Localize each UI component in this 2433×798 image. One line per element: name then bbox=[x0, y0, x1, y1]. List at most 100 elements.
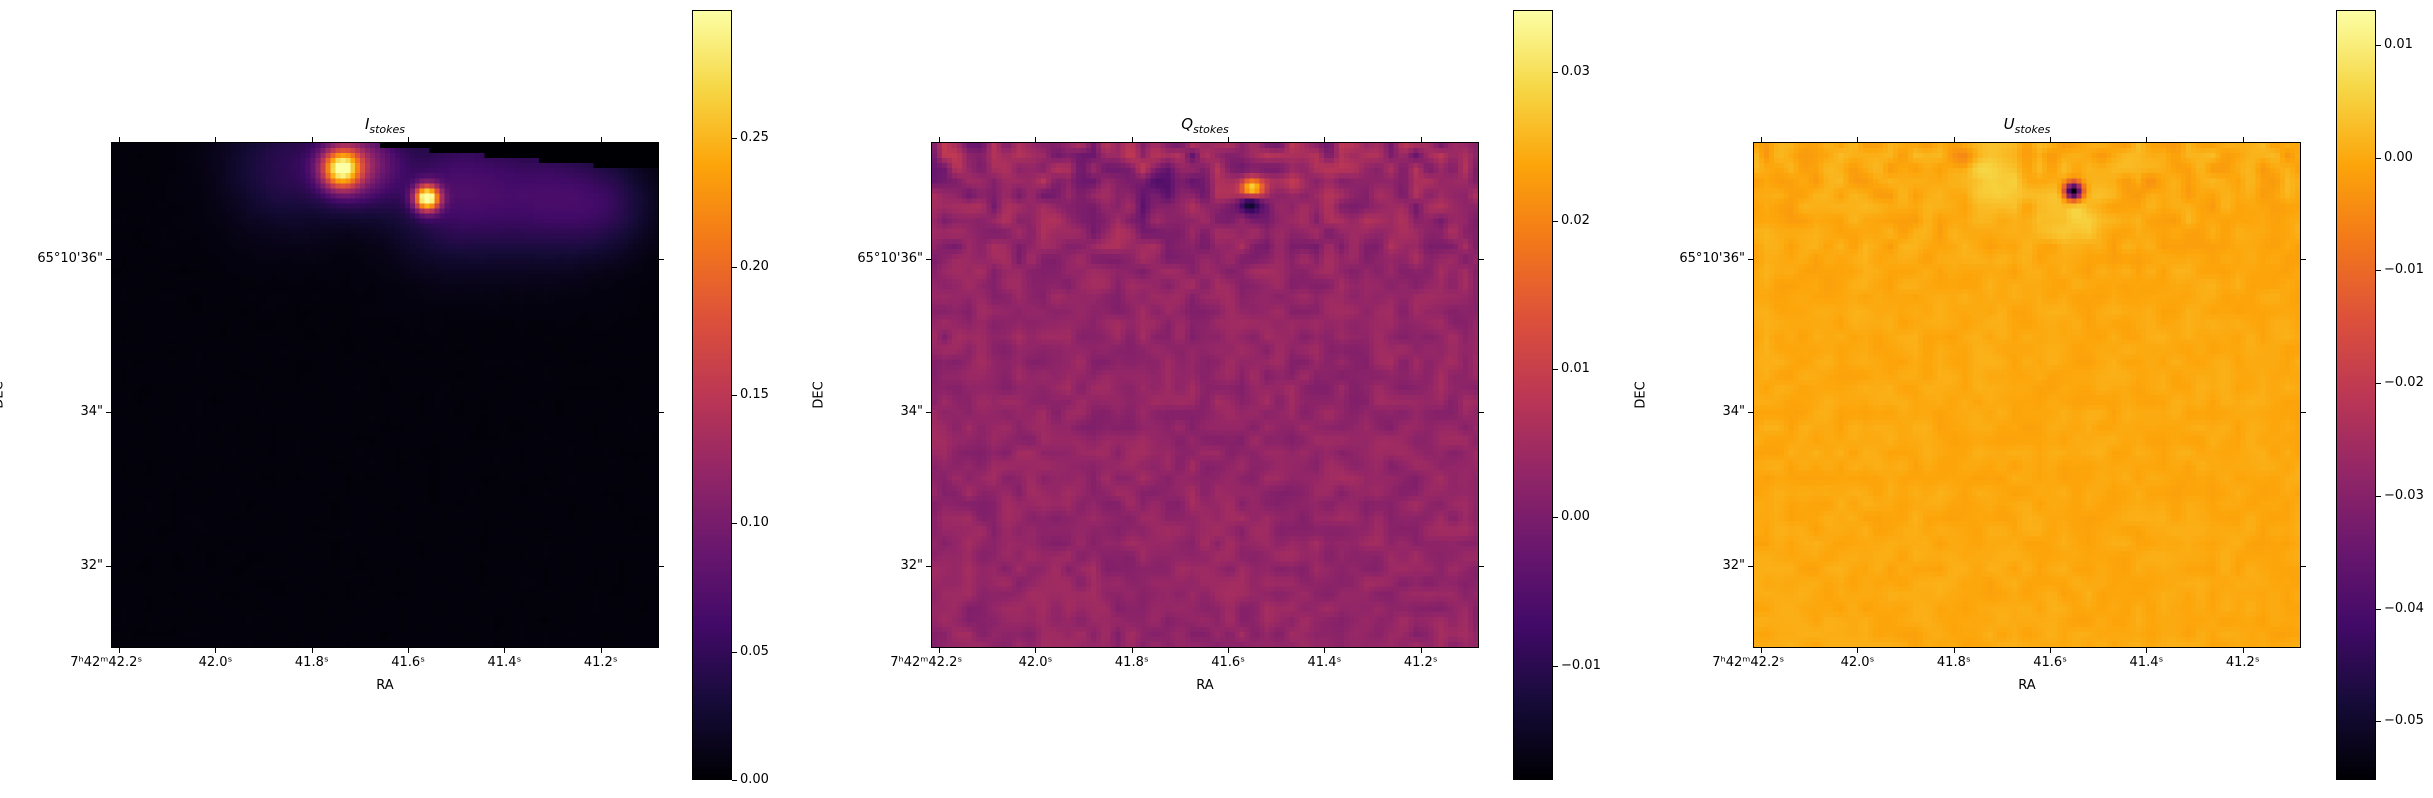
x-tick-bottom bbox=[1228, 648, 1230, 653]
x-axis-label: RA bbox=[1196, 678, 1214, 693]
y-tick-label: 34" bbox=[900, 404, 923, 420]
x-tick-top bbox=[1228, 137, 1230, 142]
y-axis-label: DEC bbox=[811, 381, 827, 409]
colorbar bbox=[692, 10, 732, 780]
title-main: U bbox=[2003, 115, 2015, 133]
y-tick-left bbox=[926, 412, 931, 414]
colorbar-tick-label: −0.04 bbox=[2384, 600, 2424, 616]
y-tick-label: 34" bbox=[80, 404, 103, 420]
colorbar-tick bbox=[2376, 44, 2381, 46]
title-subscript: stokes bbox=[1193, 123, 1229, 136]
colorbar-tick-label: 0.00 bbox=[740, 772, 769, 787]
x-tick-top bbox=[215, 137, 217, 142]
colorbar-tick bbox=[732, 266, 737, 268]
x-tick-label: 41.6ˢ bbox=[2033, 655, 2068, 670]
colorbar-tick bbox=[1553, 517, 1558, 519]
x-tick-label: 41.8ˢ bbox=[1114, 655, 1149, 670]
colorbar-tick-label: 0.25 bbox=[740, 130, 769, 146]
colorbar-tick-label: 0.20 bbox=[740, 258, 769, 274]
x-tick-label: 42.0ˢ bbox=[198, 655, 233, 670]
colorbar-tick-label: −0.05 bbox=[2384, 713, 2424, 729]
title-subscript: stokes bbox=[369, 123, 406, 136]
colorbar-tick bbox=[1553, 665, 1558, 667]
x-tick-bottom bbox=[311, 648, 313, 653]
chart-title: Istokes bbox=[365, 115, 405, 136]
colorbar-tick-label: 0.02 bbox=[1561, 212, 1590, 228]
x-tick-top bbox=[600, 137, 602, 142]
y-tick-left bbox=[1748, 412, 1753, 414]
y-tick-right bbox=[2301, 258, 2306, 260]
x-tick-label: 41.8ˢ bbox=[1936, 655, 1971, 670]
x-tick-bottom bbox=[1953, 648, 1955, 653]
x-tick-bottom bbox=[1035, 648, 1037, 653]
colorbar-tick bbox=[2376, 157, 2381, 159]
y-tick-left bbox=[926, 258, 931, 260]
heatmap-image bbox=[1754, 143, 2300, 647]
heatmap-image bbox=[112, 143, 658, 647]
x-tick-top bbox=[939, 137, 941, 142]
colorbar-tick-label: 0.15 bbox=[740, 387, 769, 402]
x-tick-bottom bbox=[1761, 648, 1763, 653]
x-tick-top bbox=[2242, 137, 2244, 142]
x-tick-top bbox=[504, 137, 506, 142]
x-tick-label: 41.2ˢ bbox=[1403, 655, 1438, 670]
x-tick-label: 7ʰ42ᵐ42.2ˢ bbox=[70, 655, 143, 670]
y-tick-right bbox=[1479, 412, 1484, 414]
x-tick-bottom bbox=[600, 648, 602, 653]
x-tick-bottom bbox=[2050, 648, 2052, 653]
x-tick-top bbox=[311, 137, 313, 142]
x-tick-label: 41.6ˢ bbox=[391, 655, 426, 670]
x-tick-bottom bbox=[1131, 648, 1133, 653]
colorbar-tick-label: 0.01 bbox=[1561, 361, 1590, 377]
x-tick-top bbox=[119, 137, 121, 142]
x-tick-label: 41.4ˢ bbox=[1307, 655, 1342, 670]
title-main: Q bbox=[1181, 115, 1194, 133]
x-tick-bottom bbox=[2242, 648, 2244, 653]
x-tick-label: 41.2ˢ bbox=[2225, 655, 2260, 670]
y-tick-right bbox=[659, 412, 664, 414]
colorbar-tick-label: 0.00 bbox=[1561, 509, 1590, 525]
y-tick-right bbox=[2301, 565, 2306, 567]
x-tick-label: 41.4ˢ bbox=[2129, 655, 2164, 670]
y-tick-label: 65°10'36" bbox=[1679, 250, 1745, 266]
heatmap-axes bbox=[931, 142, 1479, 648]
y-tick-label: 32" bbox=[80, 557, 103, 573]
y-tick-left bbox=[926, 565, 931, 567]
colorbar bbox=[1513, 10, 1553, 780]
colorbar-tick-label: 0.03 bbox=[1561, 64, 1590, 80]
title-main: I bbox=[364, 115, 370, 133]
x-tick-bottom bbox=[215, 648, 217, 653]
chart-title: Ustokes bbox=[2004, 115, 2051, 136]
colorbar-tick bbox=[2376, 270, 2381, 272]
chart-title: Qstokes bbox=[1181, 115, 1228, 136]
colorbar-tick bbox=[732, 523, 737, 525]
y-tick-label: 32" bbox=[1722, 557, 1745, 573]
x-tick-top bbox=[1420, 137, 1422, 142]
y-tick-right bbox=[1479, 258, 1484, 260]
colorbar-tick bbox=[2376, 608, 2381, 610]
y-tick-label: 65°10'36" bbox=[857, 250, 923, 266]
x-tick-bottom bbox=[504, 648, 506, 653]
x-tick-top bbox=[1131, 137, 1133, 142]
colorbar-tick-label: −0.03 bbox=[2384, 487, 2424, 503]
x-tick-top bbox=[1761, 137, 1763, 142]
x-tick-bottom bbox=[2146, 648, 2148, 653]
colorbar-tick bbox=[1553, 220, 1558, 222]
y-tick-right bbox=[659, 565, 664, 567]
colorbar-tick bbox=[732, 395, 737, 396]
x-tick-top bbox=[1857, 137, 1859, 142]
x-tick-bottom bbox=[1420, 648, 1422, 653]
x-tick-label: 42.0ˢ bbox=[1840, 655, 1875, 670]
y-tick-right bbox=[659, 258, 664, 260]
x-tick-bottom bbox=[1857, 648, 1859, 653]
colorbar-tick bbox=[732, 780, 737, 781]
colorbar-tick-label: −0.01 bbox=[2384, 262, 2424, 278]
y-axis-label: DEC bbox=[0, 381, 7, 409]
colorbar-tick-label: 0.10 bbox=[740, 515, 769, 531]
heatmap-image bbox=[932, 143, 1478, 647]
y-tick-right bbox=[2301, 412, 2306, 414]
x-tick-label: 41.2ˢ bbox=[583, 655, 618, 670]
colorbar-tick bbox=[2376, 383, 2381, 385]
x-tick-label: 7ʰ42ᵐ42.2ˢ bbox=[890, 655, 963, 670]
y-tick-left bbox=[106, 565, 111, 567]
